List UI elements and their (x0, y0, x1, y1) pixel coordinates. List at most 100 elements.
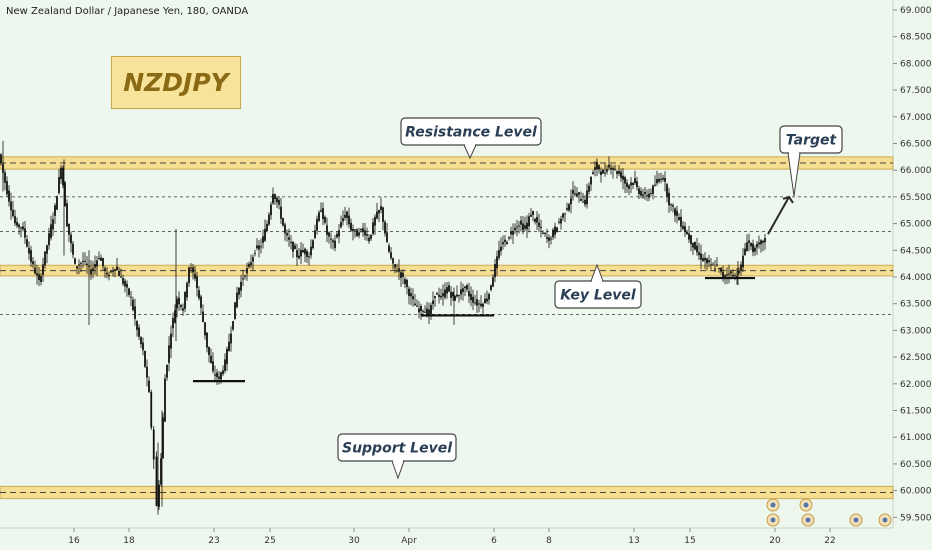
candle-down (734, 275, 736, 277)
candle-down (282, 218, 284, 226)
candle-up (264, 228, 266, 241)
candle-down (348, 215, 350, 225)
candle-up (378, 210, 380, 214)
candle-down (284, 224, 286, 234)
candle-down (702, 258, 704, 262)
candle-up (344, 214, 346, 218)
y-tick-label: 64.500 (900, 246, 932, 256)
candle-up (588, 185, 590, 192)
candle-down (470, 293, 472, 301)
candle-up (500, 246, 502, 252)
candle-down (636, 181, 638, 188)
candle-down (426, 308, 428, 316)
candle-down (476, 299, 478, 306)
candle-up (54, 205, 56, 216)
candle-up (298, 255, 300, 259)
candle-down (754, 247, 756, 252)
candle-up (60, 167, 62, 180)
candle-up (590, 176, 592, 185)
candle-up (528, 216, 530, 227)
candle-up (84, 260, 86, 262)
candle-down (356, 229, 358, 237)
candle-down (26, 239, 28, 247)
candle-down (182, 308, 184, 311)
candle-up (112, 270, 114, 272)
candle-down (502, 242, 504, 245)
candle-down (626, 182, 628, 187)
x-tick-label: 22 (824, 536, 835, 546)
candle-down (474, 302, 476, 304)
candle-up (242, 278, 244, 280)
candle-down (30, 250, 32, 263)
candle-up (650, 193, 652, 195)
candle-up (494, 264, 496, 278)
candle-up (250, 262, 252, 266)
candle-up (220, 372, 222, 380)
candle-down (388, 245, 390, 252)
candle-up (44, 251, 46, 266)
candle-down (404, 279, 406, 285)
candle-down (254, 252, 256, 254)
candle-down (728, 273, 730, 275)
candle-down (686, 231, 688, 235)
candle-up (76, 266, 78, 269)
event-marker-dot (770, 517, 776, 523)
candle-up (224, 359, 226, 371)
y-tick-label: 59.500 (900, 513, 932, 523)
candle-down (640, 191, 642, 196)
y-tick-label: 61.500 (900, 407, 932, 417)
candle-up (320, 210, 322, 212)
candle-down (466, 285, 468, 290)
candle-up (510, 231, 512, 235)
candle-down (274, 194, 276, 200)
candle-down (104, 268, 106, 271)
callout-box (779, 125, 843, 154)
candle-down (10, 201, 12, 211)
candle-down (138, 327, 140, 337)
candle-up (240, 281, 242, 291)
candle-down (598, 165, 600, 170)
candle-down (410, 293, 412, 297)
x-tick-label: 18 (123, 536, 135, 546)
y-tick-label: 63.000 (900, 326, 932, 336)
candle-up (594, 167, 596, 170)
event-marker-dot (803, 502, 809, 508)
candle-up (234, 302, 236, 320)
event-marker-dot (770, 502, 776, 508)
candle-down (580, 198, 582, 201)
candle-down (712, 264, 714, 266)
y-tick-label: 63.500 (900, 300, 932, 310)
candle-down (482, 303, 484, 307)
candle-up (506, 242, 508, 245)
y-tick-label: 64.000 (900, 273, 932, 283)
target-arrow-line (767, 196, 790, 235)
candle-up (446, 287, 448, 294)
candle-down (468, 291, 470, 297)
candle-up (336, 233, 338, 238)
candle-down (690, 235, 692, 245)
candle-up (110, 271, 112, 273)
candle-down (128, 288, 130, 295)
candle-up (592, 172, 594, 175)
candle-up (670, 204, 672, 206)
candle-down (66, 203, 68, 227)
candle-down (674, 208, 676, 216)
candle-down (542, 232, 544, 234)
candle-up (530, 215, 532, 217)
candle-up (574, 193, 576, 195)
candle-up (546, 237, 548, 239)
callout-label: Support Level (342, 441, 452, 457)
candle-up (16, 221, 18, 226)
candle-down (364, 230, 366, 236)
candle-down (86, 263, 88, 266)
candle-up (732, 274, 734, 277)
candle-up (504, 239, 506, 242)
candle-up (556, 227, 558, 233)
candle-up (94, 264, 96, 268)
candle-down (116, 266, 118, 270)
candle-up (174, 310, 176, 323)
candle-down (4, 172, 6, 183)
candle-down (12, 210, 14, 216)
candle-down (326, 225, 328, 235)
